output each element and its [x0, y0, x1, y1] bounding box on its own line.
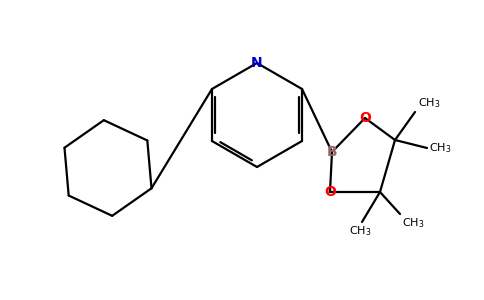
Text: N: N [251, 56, 263, 70]
Text: CH$_3$: CH$_3$ [429, 141, 452, 155]
Text: CH$_3$: CH$_3$ [349, 224, 371, 238]
Text: CH$_3$: CH$_3$ [418, 96, 440, 110]
Text: O: O [324, 185, 336, 199]
Text: CH$_3$: CH$_3$ [402, 216, 424, 230]
Text: B: B [327, 145, 337, 159]
Text: O: O [359, 111, 371, 125]
